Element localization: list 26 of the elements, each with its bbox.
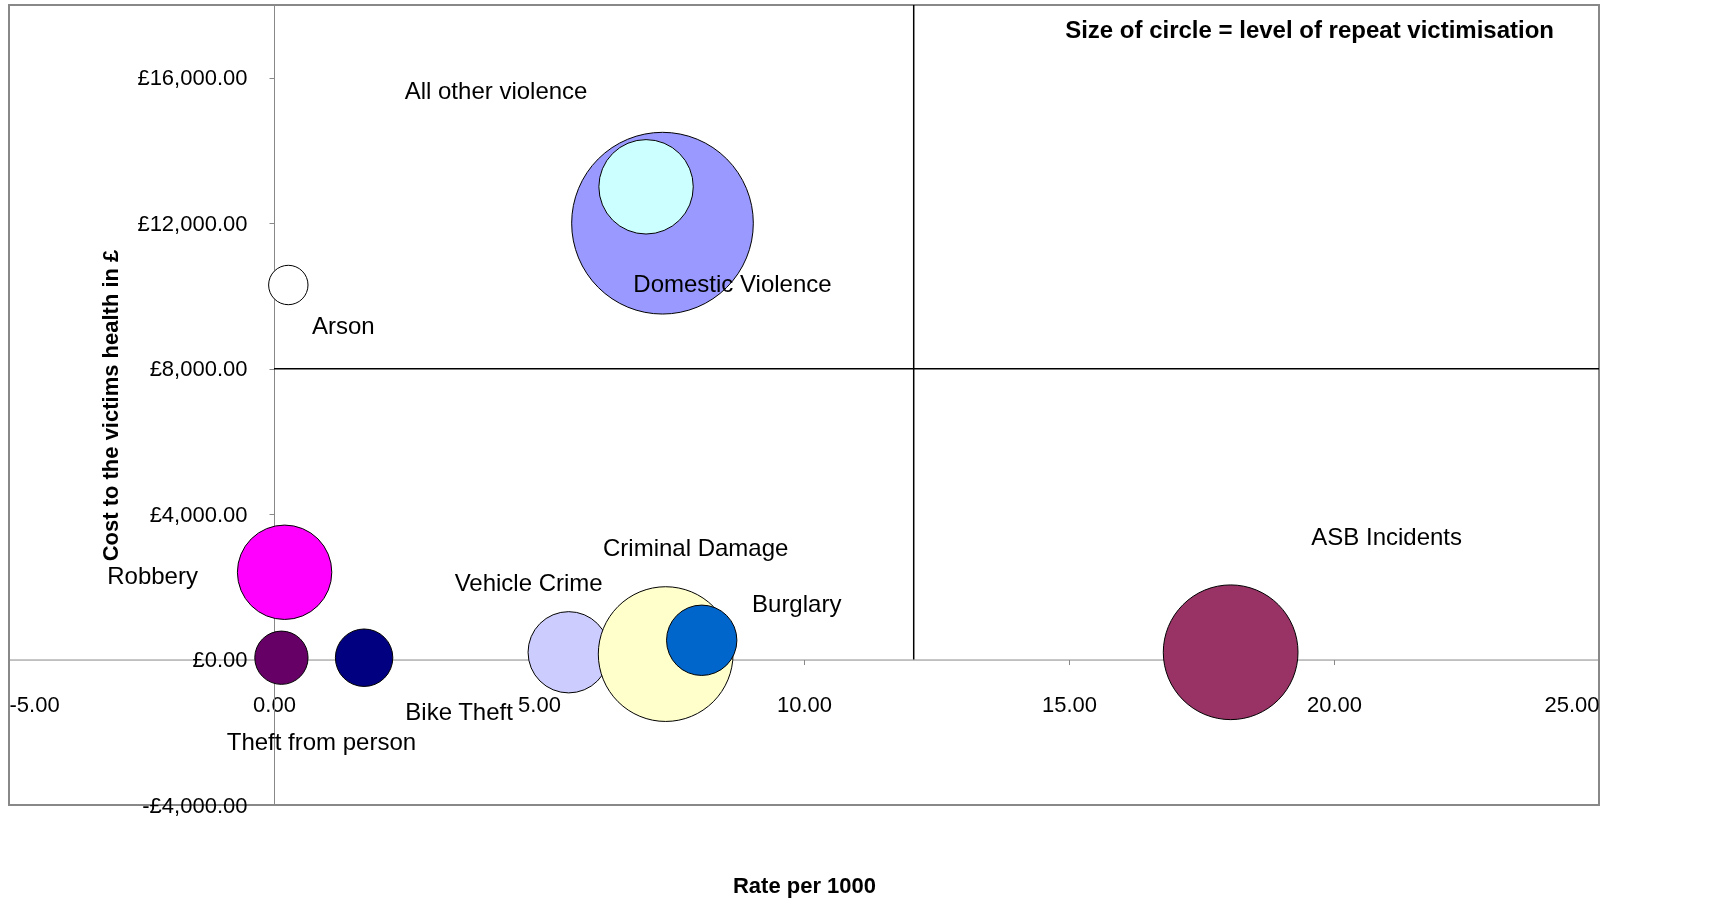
x-tick-label: 15.00 [1041, 692, 1098, 718]
x-tick-label: 5.00 [518, 692, 561, 718]
series-label: Vehicle Crime [454, 569, 603, 597]
series-label: Bike Theft [405, 697, 514, 725]
series-label: Domestic Violence [633, 270, 832, 298]
series-label: Arson [311, 312, 375, 339]
y-tick-label: £12,000.00 [137, 210, 248, 236]
series-label: Criminal Damage [602, 534, 789, 562]
y-tick-label: £4,000.00 [149, 501, 248, 527]
annotation: Size of circle = level of repeat victimisation [1065, 16, 1554, 43]
x-tick-label: 0.00 [253, 692, 296, 718]
text: Theft from person [226, 727, 417, 755]
y-tick-label: -£4,000.00 [142, 792, 248, 818]
y-tick-label: £0.00 [192, 647, 248, 673]
x-tick-label: 25.00 [1544, 692, 1600, 718]
x-tick-label: 10.00 [776, 692, 833, 718]
x-axis-title: Rate per 1000 [732, 872, 877, 898]
series-label: Burglary [752, 590, 842, 618]
y-tick-label: £16,000.00 [137, 65, 248, 91]
y-axis-title: Cost to the victims health in £ [98, 248, 124, 562]
text: All other violence [404, 76, 588, 104]
series-label: Robbery [107, 562, 198, 590]
y-tick-label: £8,000.00 [149, 356, 248, 382]
x-tick-label: -5.00 [9, 692, 60, 718]
text: ASB Incidents [1311, 523, 1463, 551]
x-tick-label: 20.00 [1306, 692, 1363, 718]
